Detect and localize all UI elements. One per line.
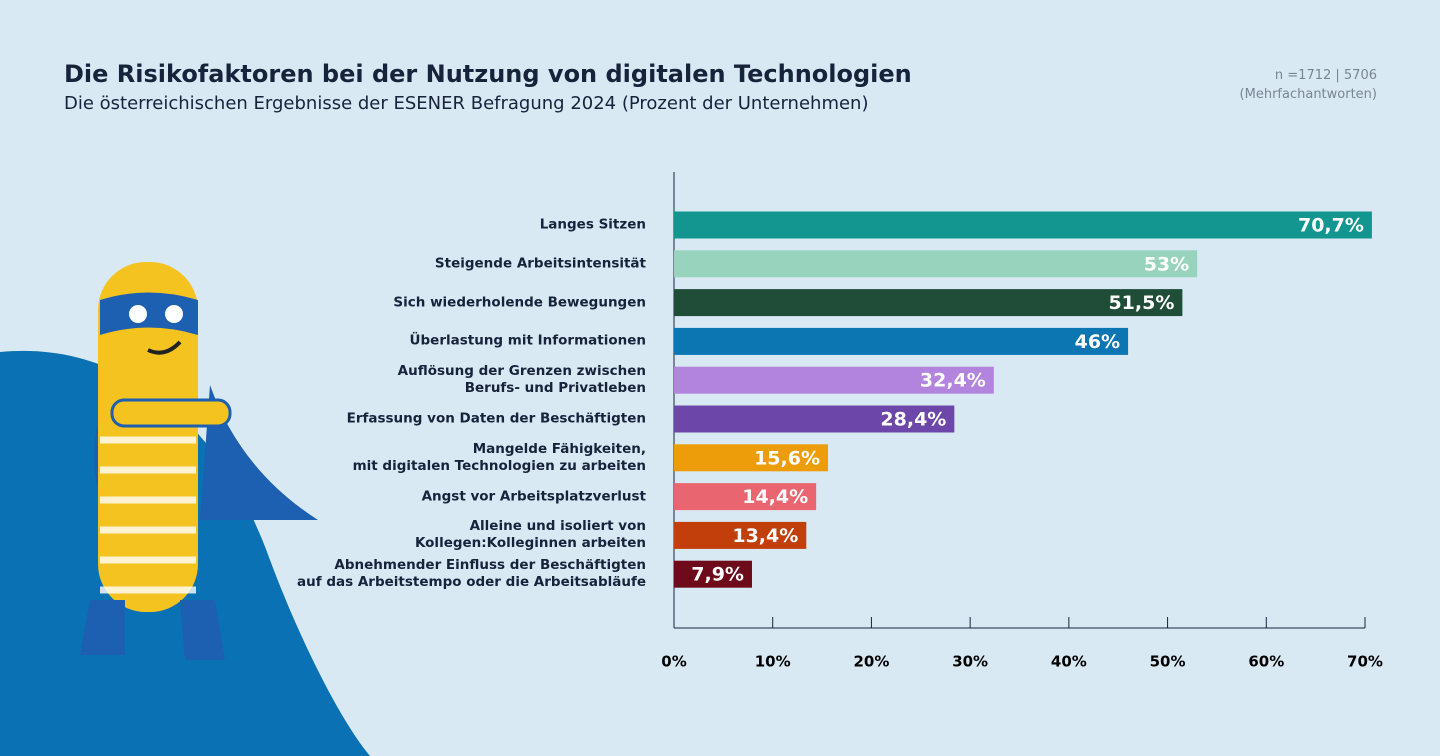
category-label: Überlastung mit Informationen — [409, 332, 646, 349]
value-label: 14,4% — [742, 486, 808, 508]
category-label: Sich wiederholende Bewegungen — [393, 294, 646, 311]
mascot — [80, 262, 318, 660]
value-label: 13,4% — [732, 525, 798, 547]
x-tick-label: 60% — [1248, 653, 1284, 671]
bar — [674, 560, 752, 588]
x-tick-label: 40% — [1051, 653, 1087, 671]
bar — [674, 327, 1129, 355]
value-label: 70,7% — [1298, 215, 1364, 237]
value-label: 7,9% — [691, 564, 744, 586]
bar — [674, 444, 828, 472]
sample-note: n =1712 | 5706 — [1274, 68, 1377, 83]
answers-note: (Mehrfachantworten) — [1239, 87, 1377, 102]
category-label: Angst vor Arbeitsplatzverlust — [421, 488, 646, 505]
x-tick-label: 50% — [1150, 653, 1186, 671]
x-tick-label: 30% — [952, 653, 988, 671]
bar — [674, 211, 1372, 239]
category-label: Steigende Arbeitsintensität — [434, 255, 646, 272]
bar — [674, 366, 994, 394]
category-label: Erfassung von Daten der Beschäftigten — [346, 410, 646, 427]
x-tick-label: 20% — [853, 653, 889, 671]
value-label: 28,4% — [880, 409, 946, 431]
value-label: 53% — [1144, 253, 1189, 275]
bar — [674, 289, 1183, 317]
chart-title: Die Risikofaktoren bei der Nutzung von d… — [64, 60, 912, 88]
bar — [674, 250, 1198, 278]
x-tick-label: 10% — [755, 653, 791, 671]
value-label: 46% — [1075, 331, 1120, 353]
bar — [674, 521, 807, 549]
value-label: 15,6% — [754, 447, 820, 469]
category-label: Mangelde Fähigkeiten, mit digitalen Tech… — [352, 440, 646, 474]
bar — [674, 405, 955, 433]
value-label: 32,4% — [920, 370, 986, 392]
chart-subtitle: Die österreichischen Ergebnisse der ESEN… — [64, 93, 869, 114]
value-label: 51,5% — [1108, 292, 1174, 314]
category-label: Abnehmender Einfluss der Beschäftigten a… — [297, 557, 646, 591]
bar — [674, 483, 817, 511]
category-label: Alleine und isoliert von Kollegen:Kolleg… — [414, 518, 646, 552]
x-tick-label: 70% — [1347, 653, 1383, 671]
x-tick-label: 0% — [661, 653, 686, 671]
category-label: Langes Sitzen — [539, 216, 646, 233]
category-label: Auflösung der Grenzen zwischen Berufs- u… — [397, 363, 646, 397]
